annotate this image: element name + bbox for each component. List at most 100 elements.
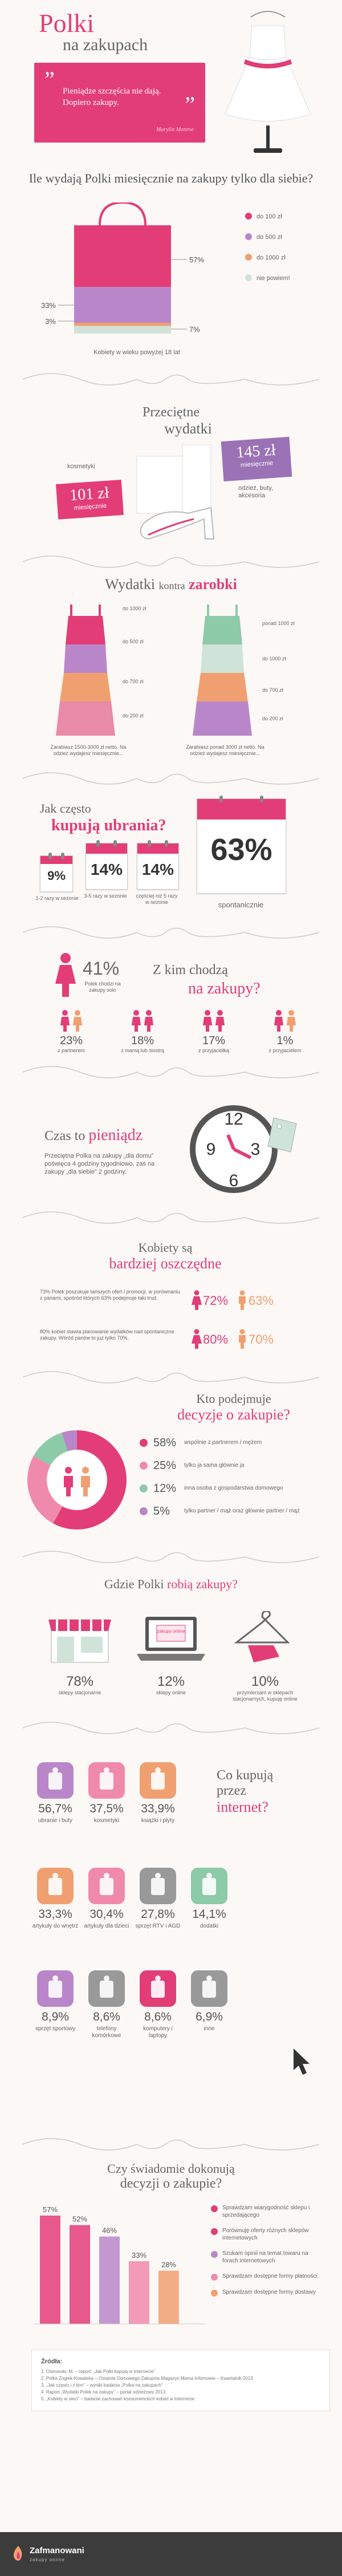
conscious-legend-item: Szukam opinii na temat towaru na forach … [211,2250,325,2265]
legend-swatch [245,253,252,261]
conscious-legend-swatch [211,2274,218,2281]
source-line: 4. Raport „Wydatki Polek na zakupy” – po… [41,2390,166,2395]
where-title-a: Gdzie Polki [104,1577,164,1591]
shopping-bag-chart: 57% 33% 3% 7% [41,202,204,334]
conscious-legend-label: Sprawdzam dostępne formy dostawy [222,2289,316,2295]
donut-slice [33,1433,68,1466]
quote-box: ” Pieniądze szczęścia nie dają. Dopiero … [34,63,205,143]
thrifty-title-line2: bardziej oszczędne [109,1255,222,1272]
decide-value: 58% [153,1436,177,1449]
legend-label: do 100 zł [256,213,282,220]
decide-item: 25% tylko ja sama głównie ja [140,1454,322,1477]
decide-label: inna osoba z gospodarstwa domowego [184,1485,283,1491]
bag-segment-label: 7% [189,325,200,334]
conscious-title: Czy świadomie dokonują decyzji o zakupie… [23,2161,319,2192]
product-value: 8,6% [144,2010,172,2023]
legend-label: do 1000 zł [256,254,286,261]
donut-slice [53,1430,127,1530]
product-value: 14,1% [192,1908,226,1921]
conscious-legend-label: Sprawdzam wiarygodność sklepu i sprzedaj… [222,2205,310,2218]
monthly-question-text: Ile wydają Polki miesięcznie na zakupy t… [28,171,314,185]
product-value: 30,4% [89,1908,124,1921]
where-value-2: 12% [157,1674,185,1689]
product-value: 56,7% [38,1802,72,1815]
avg-left-tag: 101 zł miesięcznie [55,480,124,520]
conscious-legend-label: Porównuję oferty różnych sklepów interne… [222,2228,309,2241]
source-line: 2. Polka Zogiek-Kowalska – Ostatnie Domo… [41,2376,253,2381]
footer-brand[interactable]: Zafmanowani [30,2546,84,2555]
conscious-legend-swatch [211,2228,218,2235]
left-level-2: do 500 zł [123,639,144,644]
right-level-4: do 200 zł [262,716,283,721]
legend-item: nie powiem! [245,273,336,293]
product-label: dodatki [199,1923,219,1929]
product-label: sprzęt sportowy [35,2026,76,2032]
conscious-bar-label: 33% [132,2251,146,2259]
laptop-icon [137,1617,205,1661]
where-item-3: 10% przymierzam w sklepach stacjonarnych… [222,1674,308,1702]
svg-text:6: 6 [229,1171,239,1190]
people-pair-icon [203,1010,225,1032]
sources-box: Źródła: 1. Ostrowski, M. – raport: „Jak … [31,2350,330,2411]
decide-list: 58% wspólnie z partnerem / mężem 25% tylko … [140,1431,322,1523]
swirl-divider-icon [22,373,320,386]
conscious-bar-label: 57% [43,2205,58,2214]
calendar-icon: 14% [137,840,179,890]
quote-open-mark: ” [44,67,55,92]
conscious-bar-chart: 57% 52% 46% 33% 28% [34,2205,205,2325]
conscious-bar [40,2216,60,2324]
freq-value-4: 63% [210,833,272,867]
person-icon [65,1467,72,1474]
conscious-legend-swatch [211,2251,218,2258]
bag-segment-label: 3% [45,317,56,326]
man-icon [239,1329,246,1349]
where-title-b: robią zakupy? [167,1577,238,1591]
product-label: komputery i laptopy [143,2026,173,2039]
product-tile [37,1970,74,2007]
decide-swatch [140,1462,148,1470]
shirt-icon [48,1767,62,1790]
header-title-line2: na zakupach [63,35,148,54]
swirl-divider-icon [22,555,320,568]
child-icon [100,1873,113,1895]
conscious-bar-label: 52% [72,2215,87,2224]
product-label: artykuły do wnętrz [32,1923,79,1929]
company-value: 17% [202,1035,226,1047]
income-title-a: Wydatki [105,576,156,593]
footer-tagline: zakupy online [30,2557,65,2562]
thrifty-row2-female: 80% [203,1332,229,1346]
swirl-divider-icon [22,1211,320,1224]
online-title-line1: Co kupują [217,1768,274,1783]
conscious-legend-label: Szukam opinii na temat towaru na forach … [222,2250,308,2264]
product-tile [37,1868,74,1904]
conscious-legend-swatch [211,2205,218,2212]
legend-label: do 500 zł [256,234,282,241]
quote-author: Marylin Monroe [156,127,194,133]
conscious-bar [70,2225,90,2324]
thrifty-title: Kobiety są bardziej oszczędne [80,1240,251,1272]
vase-icon [48,1873,62,1895]
calendar-icon: 9% [40,853,73,892]
product-tile [88,1762,125,1799]
avg-right-label: odzież, buty, akcesoria [238,485,273,499]
product-label: artykuły dla dzieci [84,1923,129,1929]
avg-title-line2: wydatki [164,420,212,437]
bag-segment [74,323,171,326]
online-title-line3: internet? [217,1799,268,1815]
decide-value: 25% [153,1459,177,1472]
calendar-top [197,795,286,820]
company-title-line1: Z kim chodzą [153,963,228,977]
person-icon [64,1476,73,1496]
decide-label: tylko partner / mąż oraz głównie partner… [184,1508,300,1514]
decide-item: 58% wspólnie z partnerem / mężem [140,1431,322,1454]
freq-label-1: 1-2 razy w sezonie [35,895,79,901]
company-item: 18% z mamą lub siostrą [111,1009,174,1054]
product-value: 37,5% [89,1802,124,1815]
left-level-3: do 700 zł [123,679,144,684]
product-tile [140,1762,176,1799]
svg-text:3: 3 [251,1140,260,1159]
product-value: 27,8% [141,1908,175,1921]
conscious-bar-label: 46% [102,2226,117,2235]
product-tile [140,1970,176,2007]
product-value: 6,9% [196,2010,223,2023]
